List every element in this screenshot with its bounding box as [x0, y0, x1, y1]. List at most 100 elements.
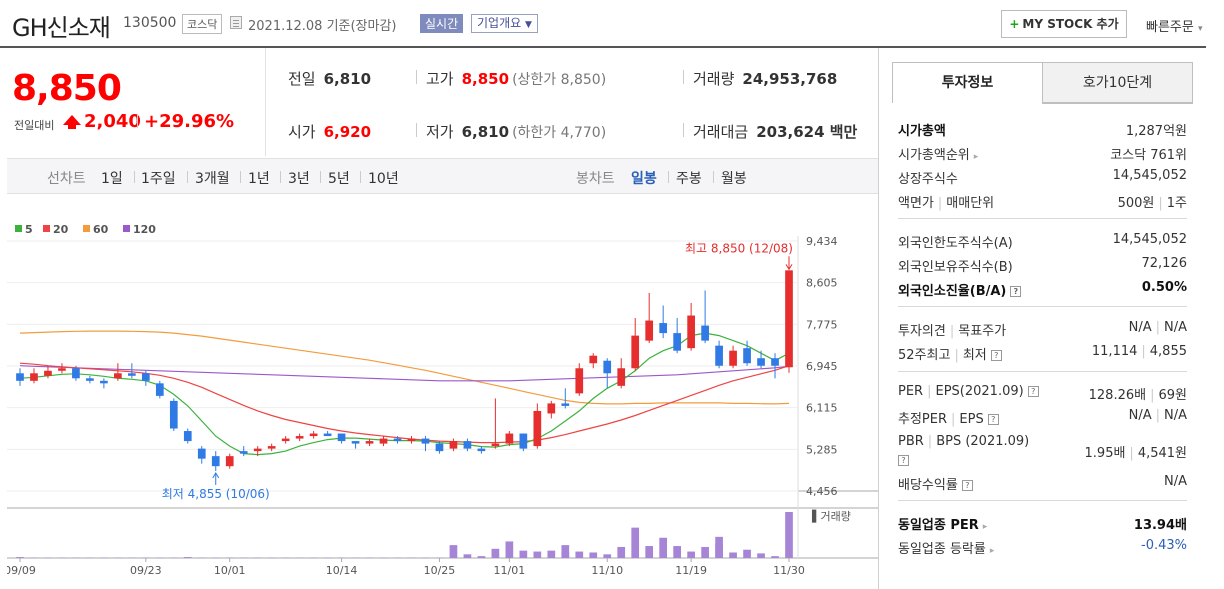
pbr-bps-value: 1.95배 | 4,541원 [1085, 442, 1187, 461]
calendar-icon [230, 16, 242, 29]
ma120-line [19, 365, 790, 382]
divider [683, 70, 684, 84]
candle-body [379, 438, 388, 444]
w52-high-value: 11,114 [1091, 344, 1138, 359]
candle-body [155, 383, 164, 396]
candle-body [785, 270, 793, 368]
candle-body [533, 410, 542, 447]
low-value: 6,810 [461, 123, 510, 141]
period-3m[interactable]: 3개월 [195, 171, 230, 187]
trade-amount: 거래대금 203,624 백만 [693, 121, 857, 142]
eps-label: EPS(2021.09) [935, 384, 1024, 399]
help-icon[interactable]: ? [990, 350, 1002, 361]
volume-bar [505, 541, 514, 558]
divider [416, 123, 417, 137]
row-foreign-ratio: 외국인소진율(B/A)? 0.50% [898, 280, 1187, 300]
row-industry-rate[interactable]: 동일업종 등락률 ▸ -0.43% [898, 538, 1187, 558]
par-label: 액면가 [898, 196, 934, 211]
market-badge: 코스닥 [182, 14, 223, 34]
divider [134, 171, 135, 183]
candle-body [58, 368, 66, 371]
volume-bar [743, 549, 751, 558]
divider: | [1129, 446, 1134, 461]
period-1d[interactable]: 1일 [101, 171, 123, 187]
volume-bar [645, 546, 654, 558]
row-foreign-limit: 외국인한도주식수(A) 14,545,052 [898, 232, 1187, 252]
section-divider [898, 218, 1187, 219]
candle-body [491, 443, 500, 447]
volume-bar [603, 554, 612, 558]
low-annotation: 최저 4,855 (10/06) [162, 487, 270, 501]
market-cap-label: 시가총액 [898, 124, 946, 139]
tab-order-book[interactable]: 호가10단계 [1042, 62, 1193, 103]
per-label: PER [898, 384, 924, 399]
row-pbr-bps: PBR | BPS (2021.09)? 1.95배 | 4,541원 [898, 432, 1187, 472]
help-icon[interactable]: ? [1027, 386, 1039, 397]
candle-body [463, 441, 472, 449]
period-1w[interactable]: 1주일 [141, 171, 176, 187]
help-icon[interactable]: ? [961, 480, 973, 491]
volume-bar [547, 550, 556, 558]
company-overview-dropdown[interactable]: 기업개요 ▼ [471, 14, 538, 33]
est-per-label: 추정PER [898, 412, 948, 427]
candle-daily[interactable]: 일봉 [631, 171, 657, 187]
candle-weekly[interactable]: 주봉 [676, 171, 702, 187]
est-eps-value: N/A [1164, 408, 1187, 423]
candle-monthly[interactable]: 월봉 [721, 171, 747, 187]
period-10y[interactable]: 10년 [368, 171, 399, 187]
price-chart[interactable]: 5 20 60 120 9,434 8,605 7,775 6,945 6,115 5,2… [7, 196, 878, 589]
row-market-cap-rank[interactable]: 시가총액순위 ▸ 코스닥 761위 [898, 144, 1187, 164]
chevron-down-icon: ▾ [1197, 24, 1203, 34]
candle-body [771, 358, 779, 366]
period-1y[interactable]: 1년 [248, 171, 270, 187]
realtime-badge[interactable]: 실시간 [420, 14, 464, 33]
x-tick-label: 09/23 [130, 564, 162, 577]
quote-grid: 전일 6,810 고가 8,850 (상한가 8,850) 거래량 24,953,768… [266, 48, 878, 156]
industry-per-text: 동일업종 PER [898, 518, 979, 533]
divider [668, 171, 669, 183]
volume-bar [561, 545, 570, 558]
divider: | [951, 412, 956, 427]
est-per-eps-label: 추정PER | EPS? [898, 408, 999, 427]
my-stock-add-button[interactable]: + MY STOCK 추가 [1001, 10, 1127, 38]
prev-close: 전일 6,810 [288, 68, 371, 89]
up-arrow-icon [63, 115, 81, 129]
section-divider [898, 371, 1187, 372]
candle-body [701, 325, 709, 341]
prev-close-value: 6,810 [323, 70, 372, 88]
quick-order-button[interactable]: 빠른주문 ▾ [1146, 16, 1203, 35]
industry-per-value: 13.94배 [1133, 518, 1187, 533]
section-divider [898, 306, 1187, 307]
x-tick-label: 11/10 [591, 564, 623, 577]
target-value: N/A [1164, 320, 1187, 335]
candle-body [30, 373, 38, 381]
pbr-label: PBR [898, 434, 924, 449]
tab-investment-info[interactable]: 투자정보 [892, 62, 1043, 103]
price-change: 2,040 [84, 111, 141, 132]
y-tick-label: 9,434 [806, 235, 838, 248]
divider: | [1141, 344, 1146, 359]
period-5y[interactable]: 5년 [328, 171, 350, 187]
investment-info-panel: 투자정보 호가10단계 시가총액 1,287억원 시가총액순위 ▸ 코스닥 761… [892, 62, 1193, 589]
help-icon[interactable]: ? [1010, 286, 1022, 297]
row-foreign-hold: 외국인보유주식수(B) 72,126 [898, 256, 1187, 276]
upper-limit: (상한가 8,850) [512, 72, 607, 88]
y-tick-label: 5,285 [806, 443, 838, 456]
help-icon[interactable]: ? [898, 455, 909, 466]
volume-bar [183, 557, 192, 558]
period-3y[interactable]: 3년 [288, 171, 310, 187]
legend-swatch-ma20 [43, 225, 50, 232]
volume-label: ▌거래량 [811, 509, 851, 523]
market-cap-rank-label: 시가총액순위 ▸ [898, 144, 978, 163]
candle-body [86, 378, 94, 381]
x-tick-label: 11/30 [773, 564, 805, 577]
high-price: 고가 8,850 (상한가 8,850) [426, 68, 606, 89]
industry-rate-text: 동일업종 등락률 [898, 542, 986, 557]
candle-body [267, 446, 276, 449]
candle-body [617, 368, 626, 386]
candle-body [365, 441, 374, 444]
row-industry-per[interactable]: 동일업종 PER ▸ 13.94배 [898, 514, 1187, 534]
help-icon[interactable]: ? [987, 414, 999, 425]
divider [713, 171, 714, 183]
target-label: 목표주가 [958, 324, 1007, 339]
